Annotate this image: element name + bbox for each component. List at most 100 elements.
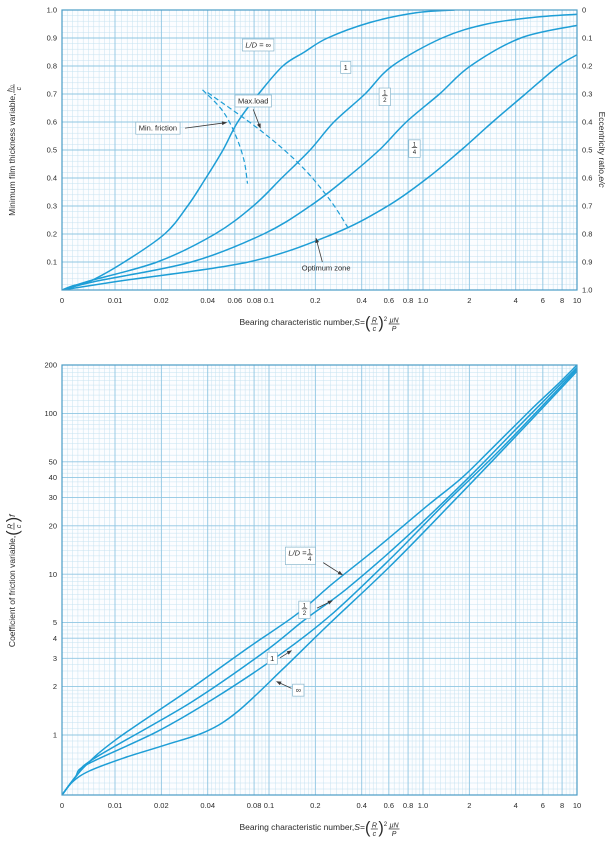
svg-text:μN: μN [389,318,400,325]
svg-text:): ) [4,517,22,522]
tick-labels: 0 0.01 0.02 0.04 0.06 0.08 0.1 0.2 0.4 0.6 0.8 1.0 2… [47,6,593,305]
svg-text:μN: μN [389,823,400,830]
y-tick-label: 0.7 [47,90,57,99]
composite-label: 1 [344,63,348,72]
curve-l-d- [62,10,456,290]
y-right-tick-label: 0.3 [582,90,592,99]
svg-text:Coefficient of friction variab: Coefficient of friction variable, [7,536,17,647]
x-tick-label: 0.04 [200,801,215,810]
y-tick-label: 2 [53,682,57,691]
svg-text:c: c [373,831,377,838]
svg-text:4: 4 [413,149,417,156]
annotation-box [234,94,272,108]
annotation: L/D = 14 [285,546,316,565]
svg-text:L/D =: L/D = [288,549,307,558]
annotation-box [285,546,316,565]
svg-text:1: 1 [308,549,312,556]
annotation: 1 [266,651,278,665]
curve-l-d-1 [62,368,577,795]
svg-text:4: 4 [308,556,312,563]
annotation: Max.load [234,94,272,108]
y-right-axis-title: Eccentricity ratio, e/c [597,112,607,189]
y-tick-label: 20 [49,521,57,530]
y-tick-label: 30 [49,493,57,502]
curve-l-d-1-4 [62,54,577,290]
x-tick-label: 2 [467,801,471,810]
y-tick-label: 0.9 [47,34,57,43]
svg-text:R: R [8,524,15,529]
x-tick-label: 6 [541,296,545,305]
annotation-box [266,651,278,665]
annotation: 14 [408,139,421,158]
y-right-tick-label: 0.2 [582,62,592,71]
svg-text:c: c [16,86,23,90]
annotation-box [340,61,352,74]
svg-text:c: c [16,524,23,528]
svg-text:S: S [354,317,360,327]
x-tick-label: 0.06 [228,296,243,305]
annotation: Optimum zone [302,264,351,273]
y-right-tick-label: 0.6 [582,174,592,183]
svg-text:Bearing characteristic number,: Bearing characteristic number, [239,822,354,832]
y-tick-label: 10 [49,570,57,579]
annotation-arrow [316,600,333,609]
y-tick-label: 40 [49,473,57,482]
svg-text:R: R [372,823,377,830]
x-tick-label: 0.6 [384,801,394,810]
y-tick-label: 100 [44,409,57,418]
annotation-box [292,683,305,697]
svg-text:1: 1 [413,141,417,148]
x-tick-label: 0.08 [247,296,262,305]
y-tick-label: 1.0 [47,6,57,15]
composite-label: 12 [382,90,388,104]
x-axis-title: Bearing characteristic number, S = (Rc) 2… [239,314,400,333]
svg-text:Bearing characteristic number,: Bearing characteristic number, [239,317,354,327]
svg-text:(: ( [4,530,22,536]
svg-text:Min. friction: Min. friction [139,124,177,133]
svg-text:S: S [354,822,360,832]
y-tick-label: 50 [49,457,57,466]
x-tick-label: 0.02 [154,296,169,305]
y-tick-label: 1 [53,731,57,740]
curves [62,365,577,795]
svg-text:P: P [392,326,397,333]
composite-label: ∞ [296,686,301,695]
svg-text:e/c: e/c [597,176,607,188]
tick-labels: 0 0.01 0.02 0.04 0.08 0.1 0.2 0.4 0.6 0.8 1.0 2 4 6 8 1… [44,361,581,810]
y-right-tick-label: 0.7 [582,202,592,211]
y-tick-label: 0.3 [47,202,57,211]
y-axis-title: Coefficient of friction variable, (R c) f [4,513,23,647]
x-tick-label: 0.4 [356,296,366,305]
y-tick-label: 3 [53,654,57,663]
svg-text:R: R [372,318,377,325]
y-right-tick-label: 1.0 [582,286,592,295]
x-tick-label: 6 [541,801,545,810]
composite-label: L/D = 14 [288,549,313,563]
curves [62,10,577,290]
y-right-tick-label: 0 [582,6,586,15]
svg-text:(: ( [365,314,371,332]
x-tick-label: 8 [560,296,564,305]
x-tick-label: 10 [573,296,581,305]
annotation-box [378,87,391,106]
x-axis-title: Bearing characteristic number, S = (Rc) 2… [239,819,400,838]
annotation-box [408,139,421,158]
annotation: Min. friction [135,121,181,135]
y-right-tick-label: 0.8 [582,230,592,239]
annotation-arrow [184,121,227,129]
x-tick-label: 4 [514,296,518,305]
x-tick-label: 0.2 [310,801,320,810]
y-tick-label: 4 [53,634,57,643]
svg-text:2: 2 [383,97,387,104]
x-tick-label: 1.0 [418,296,428,305]
x-tick-label: 0.01 [108,296,123,305]
film-thickness-chart: 0 0.01 0.02 0.04 0.06 0.08 0.1 0.2 0.4 0.6 0.8 1.0 2… [7,6,607,334]
dashed-max-load-line [207,92,351,232]
x-tick-label: 0.8 [403,801,413,810]
y-tick-label: 0.6 [47,118,57,127]
annotation-box [241,38,275,52]
annotation-box [135,121,181,135]
x-tick-label: 0.02 [154,801,169,810]
